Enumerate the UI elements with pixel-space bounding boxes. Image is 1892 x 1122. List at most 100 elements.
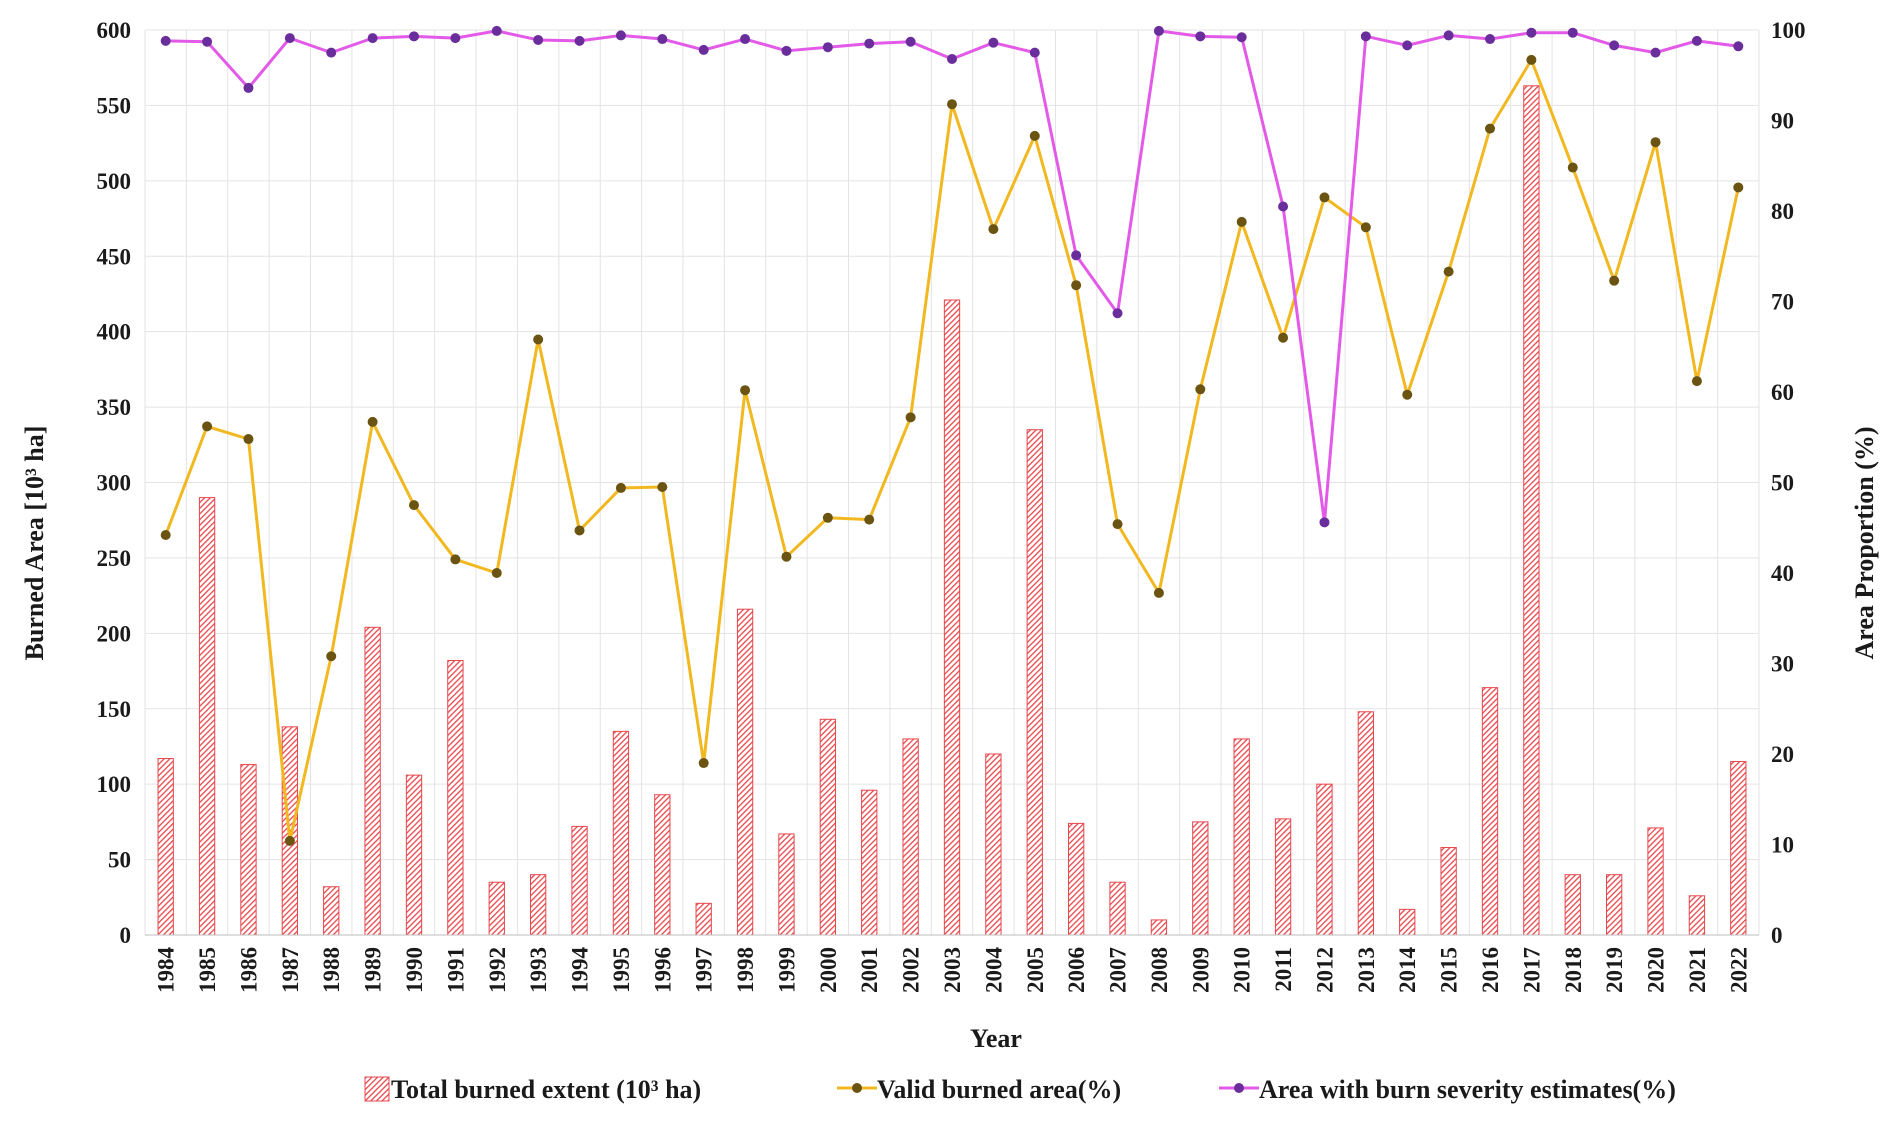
bar [1523, 85, 1540, 936]
bar [1026, 429, 1043, 936]
x-tick-label: 1986 [236, 947, 261, 993]
y-right-tick-label: 90 [1771, 109, 1794, 134]
burn-severity-point [243, 82, 254, 93]
x-tick-label: 1988 [319, 947, 344, 993]
bar [819, 718, 837, 936]
x-tick-label: 2016 [1478, 947, 1503, 993]
bar [778, 833, 795, 936]
y-right-tick-label: 50 [1771, 471, 1794, 496]
x-tick-label: 1985 [195, 947, 220, 993]
x-tick-label: 1998 [733, 947, 758, 993]
bar [1109, 881, 1126, 936]
x-tick-label: 1994 [568, 947, 593, 994]
x-tick-label: 2009 [1188, 947, 1213, 993]
bar [861, 789, 878, 936]
x-tick-label: 2014 [1395, 947, 1420, 994]
legend-label-valid-burned-area: Valid burned area(%) [877, 1075, 1121, 1104]
burn-severity-point [1278, 201, 1289, 212]
valid-burned-area-point [1236, 216, 1247, 227]
burn-severity-point [202, 36, 213, 47]
valid-burned-area-point [1112, 519, 1123, 530]
bar [1192, 821, 1209, 936]
valid-burned-area-point [243, 434, 254, 445]
burn-severity-point [367, 33, 378, 44]
burn-severity-point [864, 38, 875, 49]
valid-burned-area-point [781, 551, 792, 562]
valid-burned-area-point [284, 835, 295, 846]
legend: Total burned extent (10³ ha) Valid burne… [364, 1075, 1676, 1104]
valid-burned-area-point [822, 512, 833, 523]
x-tick-label: 2004 [981, 947, 1006, 994]
x-tick-label: 1992 [485, 947, 510, 993]
y-right-tick-label: 10 [1771, 833, 1794, 858]
valid-burned-area-point [1691, 376, 1702, 387]
burn-severity-point [160, 35, 171, 46]
valid-burned-area-point [1485, 123, 1495, 134]
burn-severity-point [657, 34, 668, 45]
bar [1357, 711, 1375, 936]
grid [144, 29, 1760, 936]
y-left-tick-label: 600 [97, 18, 132, 43]
valid-burned-area-point [1153, 587, 1164, 598]
burn-severity-point [1567, 27, 1578, 38]
valid-burned-area-point [698, 758, 709, 769]
valid-burned-area-point [988, 224, 999, 235]
legend-label-area-with-burn-severity: Area with burn severity estimates(%) [1259, 1075, 1676, 1104]
legend-swatch-severity-marker [1234, 1083, 1244, 1093]
valid-burned-area-point [1319, 192, 1330, 203]
valid-burned-area-point [1650, 137, 1661, 148]
bar [1274, 818, 1292, 936]
legend-swatch-valid-marker [852, 1083, 862, 1093]
valid-burned-area-point [491, 568, 502, 578]
bar [943, 299, 961, 936]
bar-series [157, 85, 1747, 936]
burn-severity-point [409, 31, 419, 42]
bar [529, 874, 547, 936]
bar [405, 774, 423, 936]
y-right-tick-label: 20 [1771, 742, 1794, 767]
bar [1233, 738, 1250, 936]
y-right-tick-label: 30 [1771, 652, 1794, 677]
y-right-tick-label: 60 [1771, 380, 1794, 405]
burn-severity-point [1691, 35, 1702, 46]
burn-severity-point [1071, 250, 1082, 261]
x-tick-label: 2013 [1354, 947, 1379, 993]
burn-severity-point [1319, 517, 1330, 528]
bar [364, 626, 381, 936]
burn-severity-point [1195, 31, 1206, 42]
x-tick-label: 2017 [1519, 947, 1544, 993]
bar [240, 764, 257, 936]
bar [1647, 827, 1664, 936]
x-tick-label: 2011 [1271, 947, 1296, 992]
legend-item-valid-burned-area: Valid burned area(%) [837, 1075, 1121, 1104]
x-tick-label: 2001 [857, 947, 882, 993]
burn-severity-point [740, 34, 751, 45]
y-right-tick-label: 70 [1771, 290, 1794, 315]
x-tick-label: 2006 [1064, 947, 1089, 993]
valid-burned-area-point [1733, 182, 1744, 193]
burn-severity-point [1153, 25, 1164, 36]
x-tick-label: 1991 [443, 947, 468, 993]
valid-burned-area-point [1443, 266, 1454, 277]
valid-burned-area-point [657, 482, 668, 493]
bar [695, 902, 712, 936]
bar [1605, 874, 1623, 936]
y-left-tick-label: 250 [97, 546, 132, 571]
valid-burned-area-point [947, 99, 957, 110]
burn-severity-point [1443, 30, 1454, 41]
burn-severity-point [905, 36, 916, 47]
y-left-tick-label: 0 [120, 923, 132, 948]
x-tick-label: 2012 [1312, 947, 1337, 993]
valid-burned-area-point [367, 416, 378, 427]
valid-burned-area-point [160, 529, 171, 540]
x-tick-label: 1995 [609, 947, 634, 993]
burn-severity-point [947, 53, 957, 64]
burn-severity-point [1650, 47, 1661, 58]
x-tick-label: 2020 [1644, 947, 1669, 993]
valid-burned-area-point [740, 385, 751, 396]
burn-severity-point [1236, 32, 1247, 43]
x-tick-label: 1987 [278, 947, 303, 993]
x-tick-label: 2003 [940, 947, 965, 993]
y-left-tick-label: 200 [97, 621, 132, 646]
x-tick-label: 2002 [899, 947, 924, 993]
